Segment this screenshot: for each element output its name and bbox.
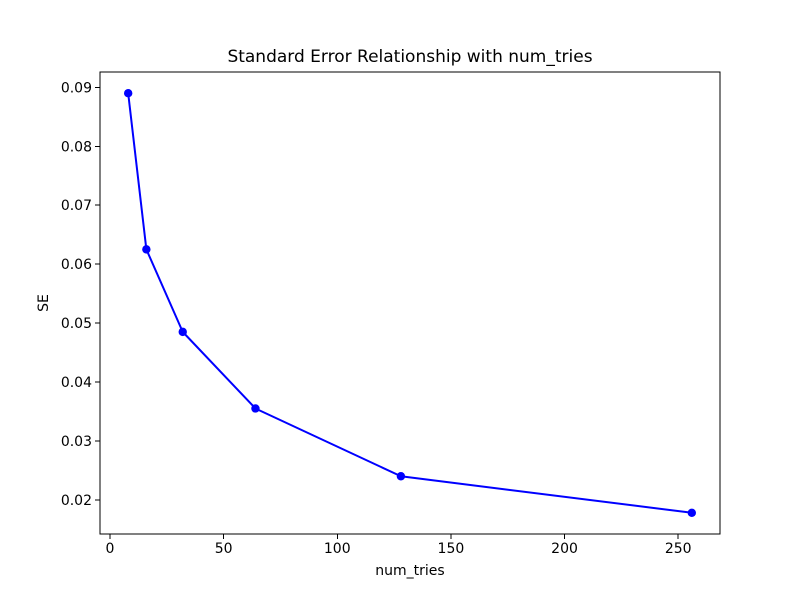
line-series xyxy=(127,92,693,514)
data-point xyxy=(251,404,260,413)
x-tick-label: 150 xyxy=(438,541,465,557)
data-point xyxy=(123,89,133,98)
x-tick-label: 200 xyxy=(551,541,578,557)
y-tick-label: 0.03 xyxy=(61,434,92,450)
x-tick-label: 50 xyxy=(215,541,233,557)
x-tick-label: 100 xyxy=(324,541,351,557)
y-axis-label: SE xyxy=(36,294,52,312)
data-point xyxy=(178,327,187,337)
x-tick-label: 0 xyxy=(106,541,115,557)
x-tick-label: 250 xyxy=(665,541,692,557)
chart-title: Standard Error Relationship with num_tri… xyxy=(227,47,592,67)
plot-area xyxy=(99,71,721,535)
data-point xyxy=(687,508,697,517)
data-point xyxy=(396,472,406,481)
y-tick-label: 0.05 xyxy=(61,316,92,332)
x-axis-label: num_tries xyxy=(375,563,444,579)
y-tick-label: 0.04 xyxy=(61,375,92,391)
data-point xyxy=(142,245,151,254)
y-tick-label: 0.02 xyxy=(61,493,92,509)
y-tick-label: 0.09 xyxy=(61,80,92,96)
y-tick-label: 0.06 xyxy=(61,257,92,273)
y-tick-label: 0.07 xyxy=(61,198,92,214)
y-tick-label: 0.08 xyxy=(61,139,92,155)
